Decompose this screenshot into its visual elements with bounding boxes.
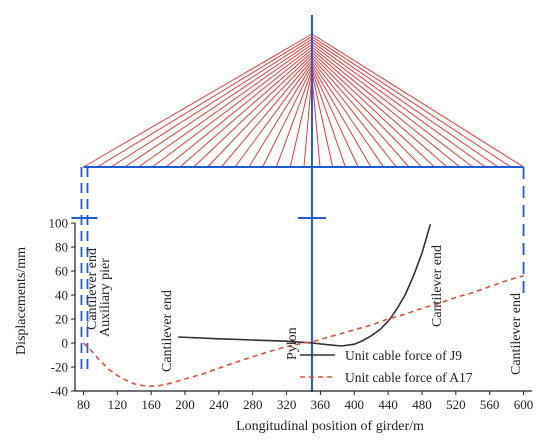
cable-right: [311, 57, 410, 168]
plot-area: 80 120 160 200 240 280 320 360 400 440 480 520 560 60…: [49, 216, 534, 413]
x-tick-label: 520: [446, 397, 466, 412]
y-tick-label: 20: [55, 312, 68, 327]
legend: Unit cable force of J9 Unit cable force …: [300, 348, 473, 385]
y-axis-title: Displacements/mm: [14, 247, 29, 355]
cable-left: [289, 72, 313, 168]
cable-right: [311, 54, 423, 168]
cable-left: [152, 46, 313, 168]
cable-left: [220, 59, 313, 168]
cable-left: [179, 51, 313, 168]
cable-right: [311, 44, 473, 168]
cable-left: [303, 75, 313, 168]
axes: [74, 223, 532, 392]
x-tick-label: 160: [141, 397, 161, 412]
cable-right: [311, 41, 486, 168]
cable-left: [110, 38, 313, 168]
x-tick-label: 360: [311, 397, 331, 412]
y-tick-label: 60: [55, 264, 68, 279]
cable-right: [311, 46, 461, 168]
y-tick-label: 80: [55, 240, 68, 255]
annotation-cantilever-end-right2: Cantilever end: [509, 293, 524, 375]
ticks: 80 120 160 200 240 280 320 360 400 440 480 520 560 60…: [49, 216, 534, 413]
legend-label-a17: Unit cable force of A17: [345, 370, 473, 385]
cable-left: [165, 49, 313, 168]
x-tick-label: 80: [77, 397, 90, 412]
cable-right: [311, 67, 359, 168]
cable-right: [311, 62, 384, 168]
series-layer: [82, 223, 524, 388]
x-tick-label: 600: [514, 397, 534, 412]
x-tick-label: 480: [412, 397, 432, 412]
x-tick-label: 120: [108, 397, 128, 412]
x-tick-label: 560: [480, 397, 500, 412]
annotation-auxiliary-pier: Auxiliary pier: [98, 258, 113, 337]
x-tick-label: 320: [277, 397, 297, 412]
bridge-elevation: [71, 15, 525, 392]
y-tick-label: 0: [62, 336, 69, 351]
cable-right: [311, 75, 321, 168]
x-tick-label: 280: [243, 397, 263, 412]
cable-right: [311, 64, 372, 168]
annotation-pylon: Pylon: [285, 327, 300, 360]
cable-left: [193, 54, 313, 168]
legend-label-j9: Unit cable force of J9: [345, 348, 462, 363]
cable-left: [124, 41, 313, 168]
annotation-cantilever-end-left: Cantilever end: [85, 248, 100, 330]
cable-left: [248, 64, 313, 168]
cable-left: [96, 36, 313, 168]
cable-right: [311, 49, 448, 168]
cable-right: [311, 33, 524, 168]
y-tick-label: -40: [51, 384, 68, 399]
x-axis-title: Longitudinal position of girder/m: [236, 419, 424, 434]
y-tick-label: -20: [51, 360, 68, 375]
cable-right: [311, 72, 334, 168]
cable-left: [234, 62, 313, 168]
cable-left: [207, 57, 313, 168]
x-tick-label: 400: [345, 397, 365, 412]
cable-left: [262, 67, 313, 168]
x-tick-label: 200: [175, 397, 195, 412]
series-line-j9: [178, 223, 432, 347]
annotation-cantilever-end-right1: Cantilever end: [430, 245, 445, 327]
y-tick-label: 40: [55, 288, 68, 303]
cable-right: [311, 59, 397, 168]
x-tick-label: 240: [209, 397, 229, 412]
cable-right: [311, 51, 435, 168]
cable-left: [275, 70, 313, 168]
y-tick-label: 100: [49, 216, 69, 231]
cable-right: [311, 36, 512, 168]
cable-right: [311, 38, 499, 168]
cable-left: [138, 43, 313, 168]
cable-left: [83, 33, 313, 168]
cable-right: [311, 70, 346, 168]
annotation-cantilever-end-mid: Cantilever end: [160, 290, 175, 372]
x-tick-label: 440: [378, 397, 398, 412]
